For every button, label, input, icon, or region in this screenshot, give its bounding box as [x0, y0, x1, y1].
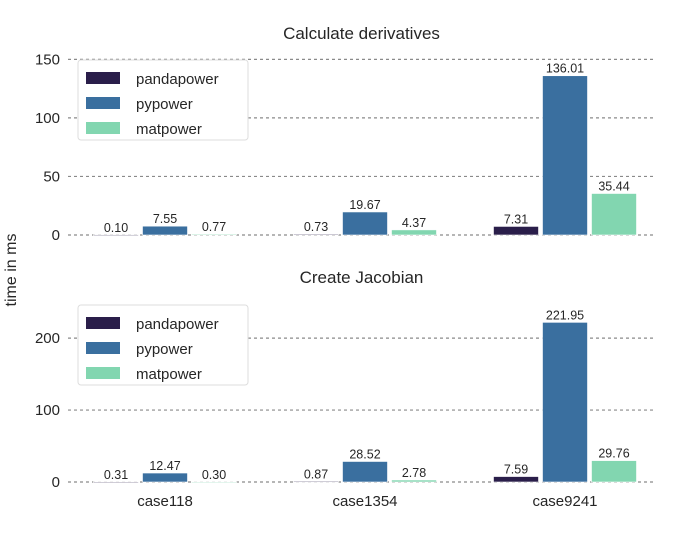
- bar-pypower-case118: [142, 225, 188, 236]
- x-tick-label: case9241: [532, 493, 597, 510]
- bar-pandapower-case1354: [293, 233, 339, 236]
- legend-label: matpower: [136, 121, 202, 138]
- data-label: 0.87: [304, 467, 328, 481]
- legend-label: pandapower: [136, 71, 219, 88]
- legend-swatch-pypower: [86, 97, 120, 109]
- bar-pandapower-case118: [93, 234, 139, 236]
- data-label: 0.10: [104, 221, 128, 235]
- bar-pypower-case1354: [342, 211, 388, 236]
- legend-label: pandapower: [136, 316, 219, 333]
- legend-swatch-pypower: [86, 342, 120, 354]
- bar-matpower-case1354: [391, 479, 437, 483]
- data-label: 0.31: [104, 468, 128, 482]
- data-label: 0.30: [202, 468, 226, 482]
- legend: pandapower pypower matpower: [77, 304, 249, 386]
- bar-matpower-case9241: [591, 193, 637, 236]
- data-label: 2.78: [402, 466, 426, 480]
- bar-pandapower-case9241: [493, 476, 539, 483]
- data-label: 7.31: [504, 212, 528, 226]
- chart-title: Calculate derivatives: [283, 24, 440, 43]
- legend-label: pypower: [136, 341, 193, 358]
- data-label: 7.55: [153, 212, 177, 226]
- bar-pandapower-case1354: [293, 481, 339, 483]
- bar-pandapower-case9241: [493, 226, 539, 236]
- data-label: 136.01: [546, 62, 584, 76]
- x-tick-label: case118: [137, 493, 193, 510]
- data-label: 29.76: [598, 447, 629, 461]
- legend-box: [77, 304, 249, 386]
- bar-matpower-case118: [191, 481, 237, 483]
- y-tick-label: 0: [52, 227, 60, 244]
- data-label: 28.52: [349, 447, 380, 461]
- legend-box: [77, 59, 249, 141]
- bar-pypower-case1354: [342, 461, 388, 483]
- y-tick-label: 50: [43, 168, 60, 185]
- data-label: 35.44: [598, 180, 629, 194]
- data-label: 7.59: [504, 463, 528, 477]
- legend-swatch-matpower: [86, 367, 120, 379]
- legend-swatch-matpower: [86, 122, 120, 134]
- data-label: 221.95: [546, 308, 584, 322]
- y-axis-label: time in ms: [3, 234, 20, 307]
- bar-pypower-case118: [142, 472, 188, 483]
- legend-swatch-pandapower: [86, 72, 120, 84]
- y-tick-label: 200: [35, 330, 60, 347]
- legend-swatch-pandapower: [86, 317, 120, 329]
- chart-title: Create Jacobian: [300, 268, 424, 287]
- bar-matpower-case9241: [591, 460, 637, 483]
- data-label: 0.73: [304, 220, 328, 234]
- data-label: 0.77: [202, 220, 226, 234]
- bar-matpower-case118: [191, 233, 237, 236]
- y-tick-label: 150: [35, 51, 60, 68]
- bar-pypower-case9241: [542, 75, 588, 236]
- bar-pandapower-case118: [93, 481, 139, 483]
- data-label: 12.47: [149, 459, 180, 473]
- data-label: 19.67: [349, 198, 380, 212]
- legend-label: pypower: [136, 96, 193, 113]
- subplot-1: Calculate derivatives 0 50 100 150 0.10 0.73 7.…: [35, 24, 655, 244]
- y-tick-label: 100: [35, 402, 60, 419]
- bar-matpower-case1354: [391, 229, 437, 236]
- legend: pandapower pypower matpower: [77, 59, 249, 141]
- data-label: 4.37: [402, 216, 426, 230]
- subplot-2: Create Jacobian 0 100 200 0.31 0.87 7.59 12.47 2…: [35, 268, 655, 510]
- y-tick-label: 0: [52, 474, 60, 491]
- y-tick-label: 100: [35, 110, 60, 127]
- x-tick-label: case1354: [332, 493, 397, 510]
- bar-pypower-case9241: [542, 322, 588, 483]
- legend-label: matpower: [136, 366, 202, 383]
